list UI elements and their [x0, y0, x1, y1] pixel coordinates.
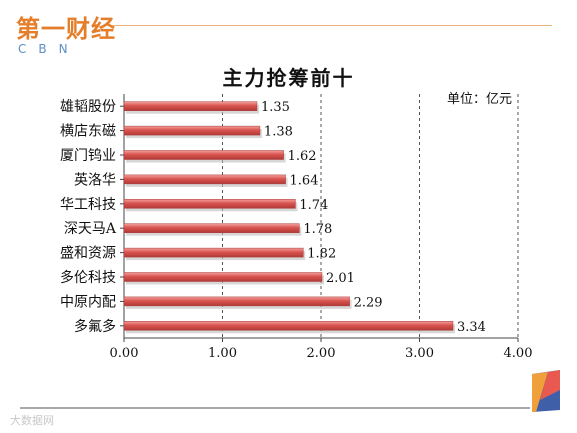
corner-logo-icon	[532, 370, 560, 412]
logo-text: 第一财经	[16, 15, 116, 43]
category-label: 深天马A	[64, 221, 117, 237]
bar	[123, 125, 261, 136]
x-tick-label: 1.00	[208, 346, 237, 361]
bar	[123, 174, 286, 185]
category-label: 横店东磁	[60, 124, 116, 140]
logo-subtext: CBN	[18, 42, 80, 56]
value-label: 1.78	[303, 222, 332, 237]
category-label: 华工科技	[60, 197, 116, 213]
x-tick-label: 3.00	[405, 346, 434, 361]
category-label: 雄韬股份	[60, 99, 116, 115]
bar	[123, 272, 323, 282]
bar	[123, 247, 304, 258]
x-tick-label: 0.00	[110, 346, 139, 361]
x-tick-label: 2.00	[307, 346, 336, 361]
bar	[123, 101, 258, 111]
bar	[123, 199, 296, 209]
category-label: 厦门钨业	[60, 148, 116, 164]
value-label: 3.34	[457, 320, 486, 335]
bar	[123, 150, 284, 160]
bar	[123, 296, 350, 307]
category-label: 盛和资源	[60, 246, 116, 262]
value-label: 1.38	[264, 125, 293, 140]
value-label: 1.82	[307, 247, 336, 262]
watermark: 大数据网	[10, 414, 54, 427]
bar	[123, 223, 300, 233]
value-label: 2.01	[326, 271, 355, 286]
bar	[123, 321, 454, 331]
value-label: 1.62	[288, 149, 317, 164]
category-label: 英洛华	[74, 171, 116, 188]
unit-label: 单位：亿元	[447, 92, 512, 107]
cbn-logo: 第一财经 CBN	[16, 14, 116, 58]
category-label: 多氟多	[74, 318, 116, 335]
value-label: 1.64	[290, 173, 319, 188]
category-label: 多伦科技	[60, 269, 116, 286]
value-label: 2.29	[354, 295, 383, 310]
x-tick-label: 4.00	[504, 346, 533, 361]
value-label: 1.35	[261, 100, 290, 115]
header-divider	[112, 25, 552, 26]
value-label: 1.74	[299, 198, 328, 213]
footer-divider	[20, 407, 530, 409]
chart-title: 主力抢筹前十	[222, 66, 355, 90]
category-label: 中原内配	[60, 294, 116, 310]
